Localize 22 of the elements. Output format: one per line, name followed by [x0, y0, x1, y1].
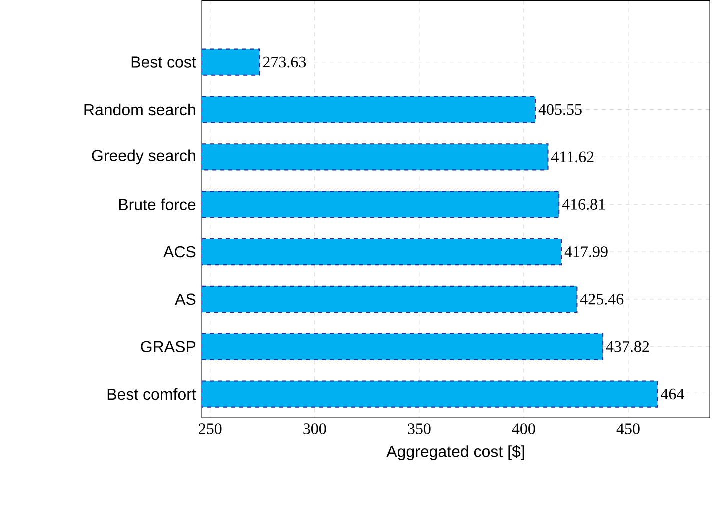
y-tick-label: Brute force [119, 198, 196, 210]
y-tick-label: Greedy search [92, 150, 196, 165]
y-tick-label: Best cost [132, 56, 196, 68]
data-label: 417.99 [564, 246, 608, 258]
x-axis-title: Aggregated cost [$] [386, 445, 524, 461]
data-label: 464 [660, 388, 684, 400]
data-label: 425.46 [580, 294, 624, 305]
x-tick-label: 300 [304, 424, 326, 434]
y-tick-label: ACS [164, 246, 196, 258]
y-tick-label: GRASP [141, 341, 196, 353]
data-label: 273.63 [263, 56, 306, 68]
data-label: 416.81 [562, 199, 606, 210]
y-tick-label: Best comfort [108, 388, 196, 400]
x-tick-label: 400 [512, 424, 536, 434]
data-label: 411.62 [551, 152, 594, 163]
x-tick-label: 350 [408, 424, 431, 434]
x-tick-label: 250 [199, 424, 222, 434]
data-label: 437.82 [606, 341, 650, 352]
data-label: 405.55 [538, 104, 582, 116]
y-tick-label: AS [175, 294, 196, 306]
x-tick-label: 450 [616, 424, 640, 434]
y-tick-label: Random search [84, 104, 196, 116]
